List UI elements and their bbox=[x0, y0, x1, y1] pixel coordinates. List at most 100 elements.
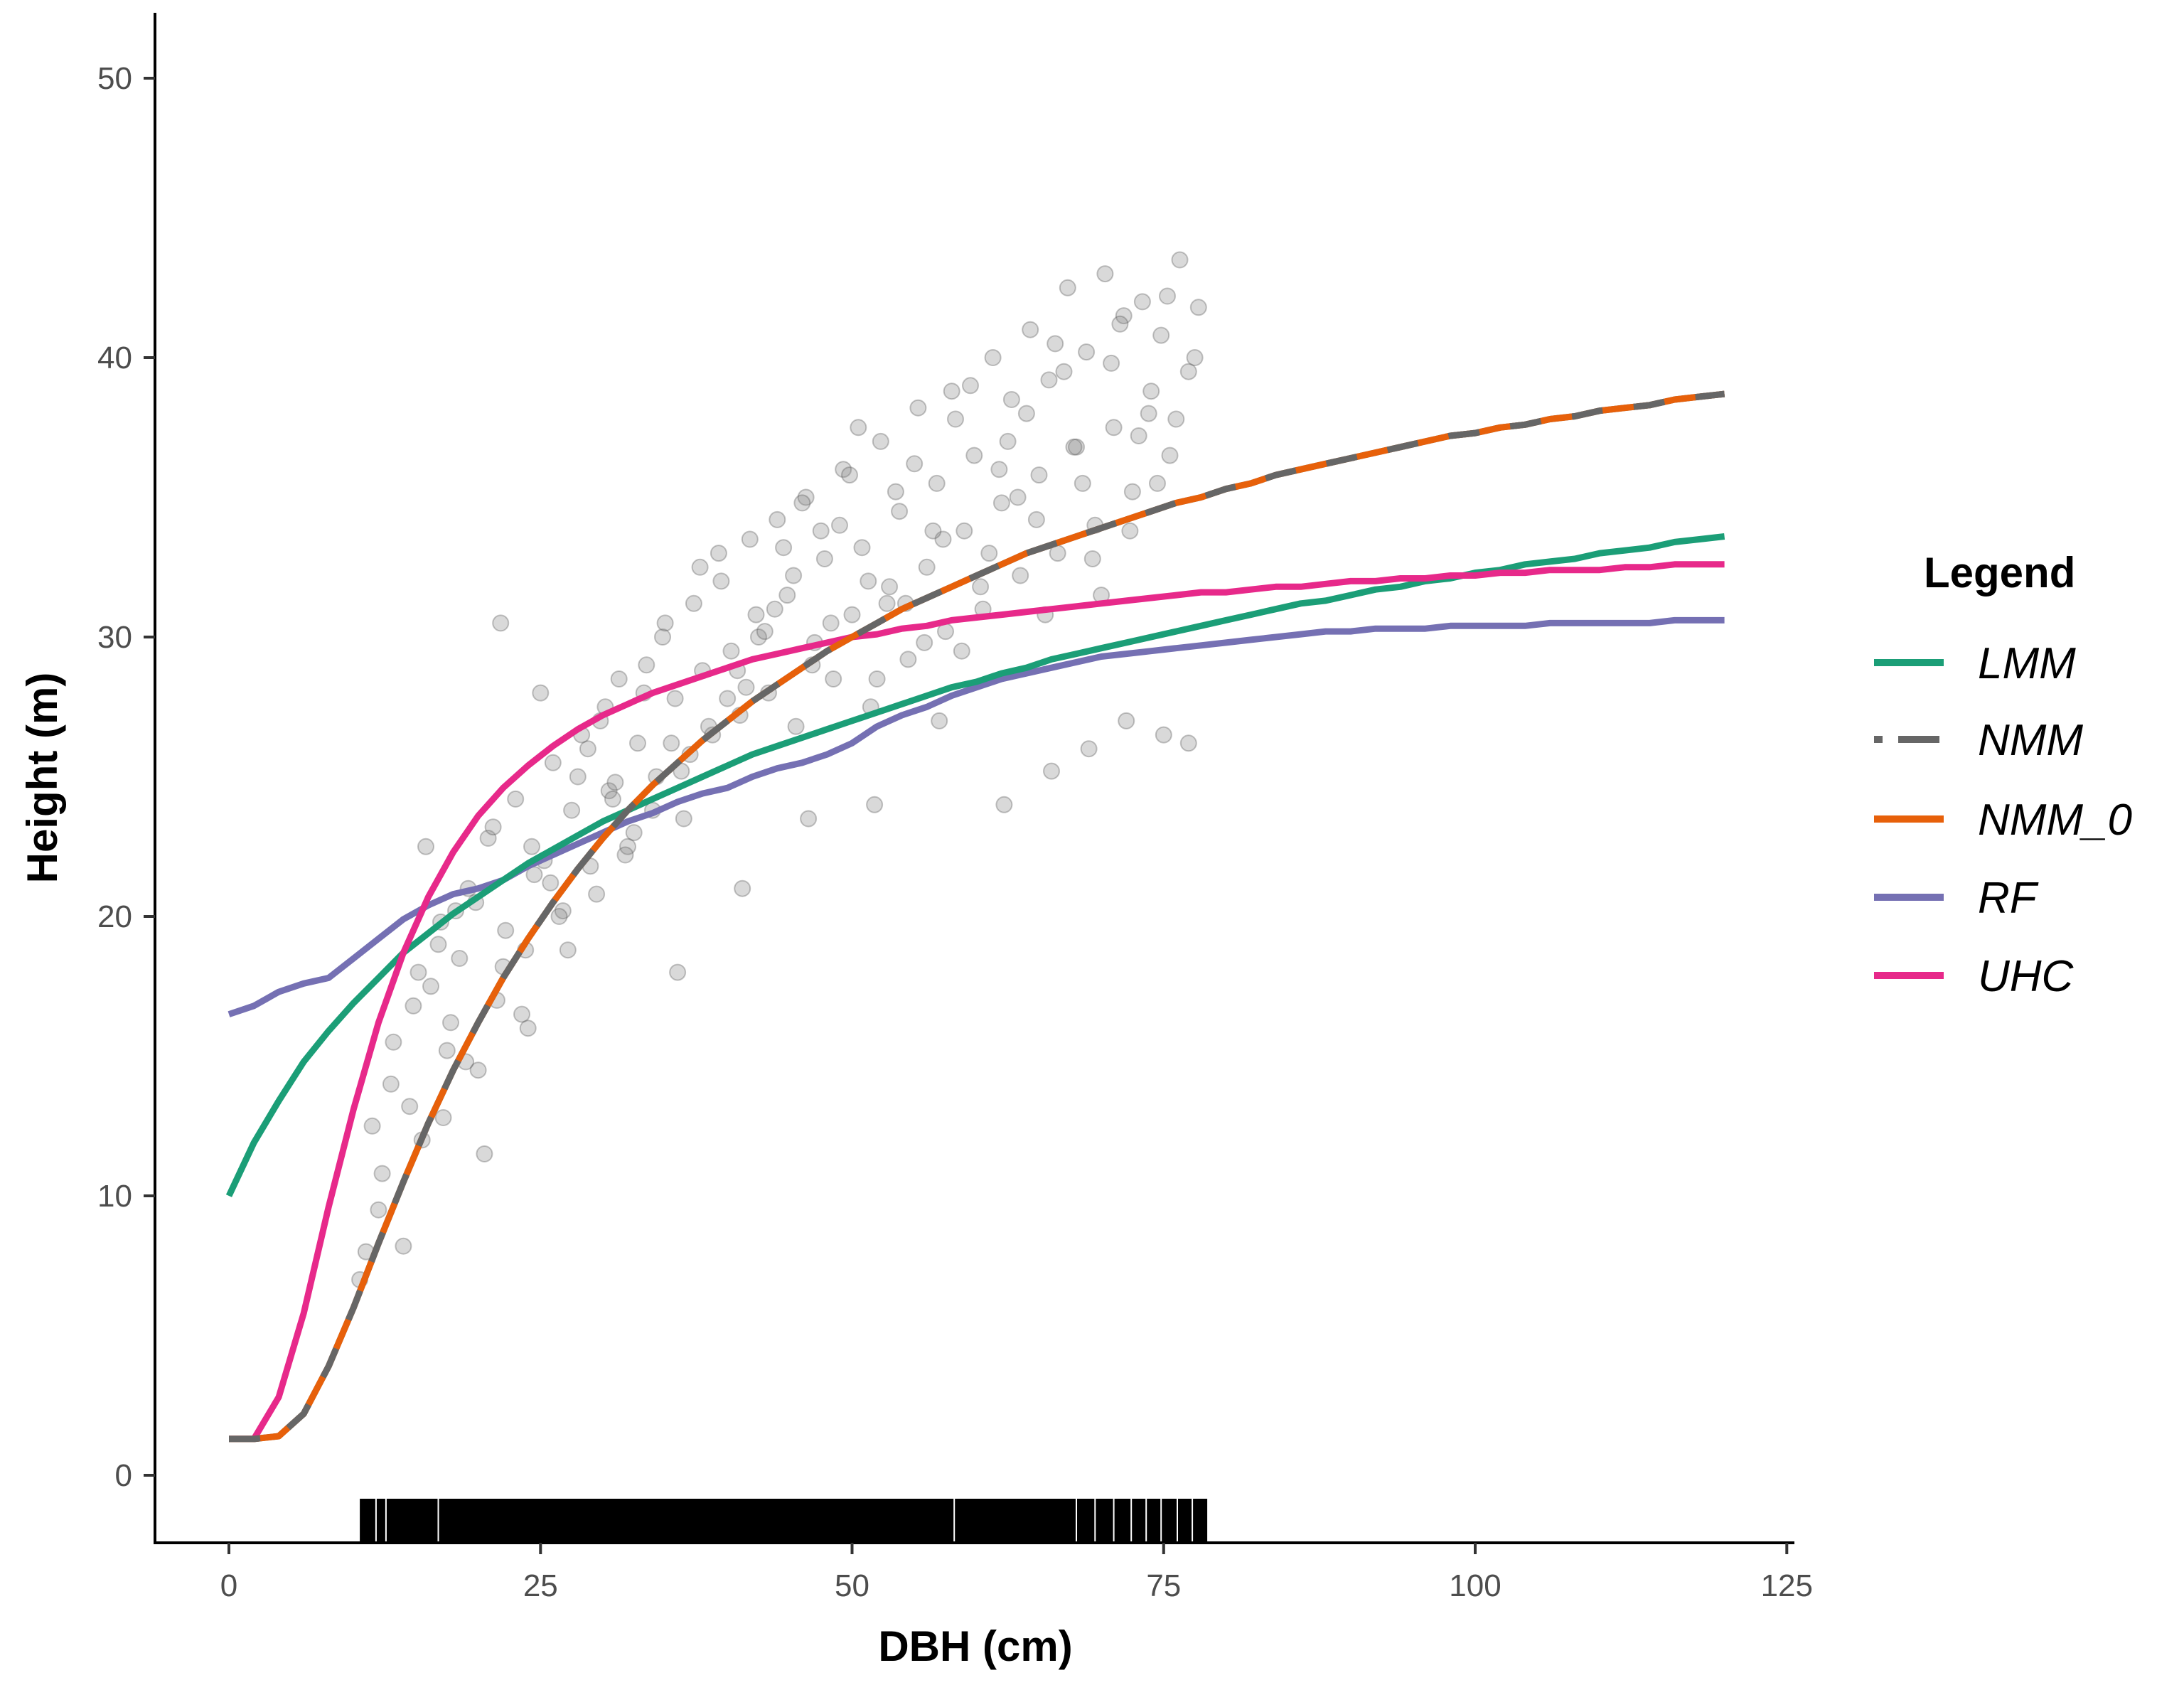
observed-point bbox=[1083, 550, 1101, 567]
observed-point bbox=[878, 594, 896, 612]
y-tick-label: 30 bbox=[97, 620, 132, 655]
observed-point bbox=[579, 740, 596, 758]
observed-point bbox=[1133, 293, 1151, 311]
observed-point bbox=[666, 690, 684, 707]
observed-point bbox=[1118, 712, 1135, 729]
y-axis-title: Height (m) bbox=[18, 673, 66, 884]
observed-point bbox=[775, 539, 793, 557]
observed-point bbox=[663, 734, 680, 752]
observed-point bbox=[841, 466, 858, 484]
x-tick-label: 100 bbox=[1449, 1568, 1501, 1603]
observed-point bbox=[1046, 335, 1064, 353]
observed-point bbox=[422, 978, 439, 995]
observed-point bbox=[868, 670, 886, 688]
observed-point bbox=[1179, 363, 1197, 380]
observed-point bbox=[484, 818, 502, 836]
observed-point bbox=[734, 879, 751, 897]
observed-point bbox=[710, 545, 727, 562]
legend-title: Legend bbox=[1924, 549, 2075, 597]
x-tick-label: 25 bbox=[523, 1568, 558, 1603]
observed-point bbox=[1111, 315, 1129, 333]
y-tick-label: 0 bbox=[115, 1458, 132, 1493]
fitted-curves bbox=[225, 390, 1725, 1443]
observed-point bbox=[1096, 265, 1114, 283]
observed-point bbox=[778, 587, 796, 604]
dbh-rug bbox=[360, 1499, 1208, 1541]
observed-point bbox=[1140, 405, 1157, 422]
x-tick-label: 75 bbox=[1146, 1568, 1181, 1603]
observed-point bbox=[853, 539, 871, 557]
observed-point bbox=[1105, 419, 1123, 437]
rug-band bbox=[360, 1499, 1208, 1541]
observed-point bbox=[1027, 510, 1045, 528]
observed-point bbox=[1159, 287, 1176, 305]
observed-point bbox=[747, 606, 765, 624]
x-tick-label: 125 bbox=[1761, 1568, 1813, 1603]
observed-point bbox=[1002, 391, 1020, 408]
observed-point bbox=[497, 921, 515, 939]
observed-point bbox=[980, 545, 998, 562]
observed-point bbox=[787, 717, 805, 735]
observed-point bbox=[1121, 522, 1139, 540]
observed-point bbox=[685, 594, 702, 612]
observed-point bbox=[569, 768, 587, 786]
observed-point bbox=[785, 567, 803, 584]
observed-point bbox=[1055, 363, 1073, 380]
observed-point bbox=[992, 494, 1010, 512]
observed-point bbox=[1123, 483, 1141, 501]
observed-point bbox=[891, 503, 909, 520]
observed-point bbox=[395, 1237, 412, 1255]
observed-point bbox=[1130, 427, 1147, 444]
legend-label-uhc: UHC bbox=[1978, 952, 2075, 1001]
observed-point bbox=[1074, 474, 1091, 492]
observed-point bbox=[370, 1201, 387, 1219]
y-tick-label: 10 bbox=[97, 1179, 132, 1214]
observed-point bbox=[931, 712, 948, 729]
observed-point bbox=[965, 446, 983, 464]
observed-point bbox=[722, 642, 740, 660]
observed-point bbox=[906, 455, 924, 473]
observed-point bbox=[947, 410, 964, 428]
observed-point bbox=[600, 782, 618, 800]
observed-point bbox=[712, 572, 730, 590]
observed-point bbox=[625, 824, 643, 842]
observed-point bbox=[550, 908, 568, 925]
observed-point bbox=[563, 801, 581, 819]
y-tick-label: 40 bbox=[97, 341, 132, 375]
observed-point bbox=[373, 1165, 391, 1182]
observed-point bbox=[1149, 474, 1166, 492]
observed-point bbox=[737, 678, 755, 696]
y-tick-label: 20 bbox=[97, 899, 132, 934]
x-tick-label: 0 bbox=[220, 1568, 237, 1603]
observed-point bbox=[822, 614, 840, 632]
x-tick-label: 50 bbox=[835, 1568, 869, 1603]
observed-point bbox=[769, 510, 786, 528]
x-axis-title: DBH (cm) bbox=[878, 1622, 1072, 1670]
observed-point bbox=[542, 874, 560, 892]
observed-point bbox=[1009, 488, 1027, 506]
observed-point bbox=[1059, 279, 1076, 296]
observed-point bbox=[835, 461, 852, 478]
observed-point bbox=[962, 377, 979, 395]
observed-point bbox=[1080, 740, 1098, 758]
observed-point bbox=[1189, 299, 1207, 316]
observed-point bbox=[887, 483, 904, 501]
legend-label-nmm: NMM bbox=[1978, 716, 2083, 765]
observed-point bbox=[523, 838, 540, 855]
observed-point bbox=[1179, 734, 1197, 752]
observed-point bbox=[793, 494, 811, 512]
observed-points bbox=[351, 251, 1207, 1288]
observed-point bbox=[532, 684, 550, 702]
observed-point bbox=[638, 656, 655, 674]
observed-point bbox=[554, 902, 572, 920]
observed-point bbox=[956, 522, 973, 540]
observed-point bbox=[850, 419, 867, 437]
legend-label-rf: RF bbox=[1978, 874, 2039, 923]
observed-point bbox=[924, 522, 942, 540]
observed-point bbox=[1155, 726, 1172, 744]
observed-point bbox=[953, 642, 970, 660]
observed-point bbox=[928, 474, 946, 492]
observed-point bbox=[1012, 567, 1029, 584]
observed-point bbox=[385, 1033, 402, 1051]
observed-point bbox=[492, 614, 510, 632]
